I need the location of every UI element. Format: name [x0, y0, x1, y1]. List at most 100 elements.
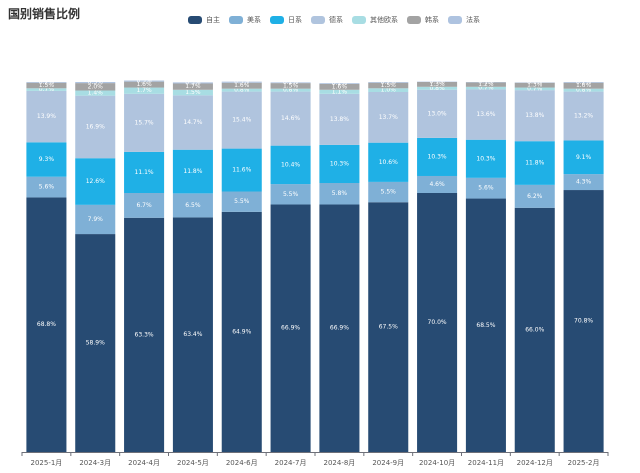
- bar-segment[interactable]: [514, 87, 555, 91]
- bar-segment[interactable]: [270, 82, 311, 84]
- bar-segment[interactable]: [514, 82, 555, 88]
- data-label: 1.5%: [381, 82, 397, 89]
- bar-segment[interactable]: [172, 149, 213, 194]
- bar-segment[interactable]: [75, 95, 116, 159]
- bar-segment[interactable]: [417, 175, 458, 193]
- bar-segment[interactable]: [26, 90, 67, 143]
- bar-segment[interactable]: [514, 184, 555, 208]
- bar-segment[interactable]: [319, 204, 360, 452]
- data-label: 2.0%: [88, 83, 104, 90]
- data-label: 15.7%: [135, 119, 154, 126]
- bar-segment[interactable]: [270, 145, 311, 185]
- bar-segment[interactable]: [465, 86, 506, 90]
- bar-segment[interactable]: [26, 82, 67, 89]
- bar-segment[interactable]: [26, 88, 67, 91]
- data-label: 64.9%: [232, 328, 251, 335]
- bar-segment[interactable]: [319, 83, 360, 84]
- bar-segment[interactable]: [75, 204, 116, 235]
- bar-segment[interactable]: [124, 93, 165, 152]
- bar-segment[interactable]: [270, 88, 311, 92]
- bar-segment[interactable]: [368, 82, 409, 83]
- bar-segment[interactable]: [319, 89, 360, 94]
- bar-segment[interactable]: [172, 89, 213, 96]
- legend-label: 德系: [329, 16, 343, 24]
- bar-segment[interactable]: [563, 82, 604, 89]
- bar-segment[interactable]: [75, 82, 116, 84]
- bar-segment[interactable]: [417, 86, 458, 90]
- bar-segment[interactable]: [26, 82, 67, 83]
- bar-segment[interactable]: [124, 80, 165, 82]
- data-label: 14.6%: [281, 115, 300, 122]
- bar-segment[interactable]: [221, 81, 262, 83]
- bar-segment[interactable]: [368, 88, 409, 92]
- bar-segment[interactable]: [465, 177, 506, 199]
- data-label: 0.2%: [381, 79, 397, 86]
- bar-segment[interactable]: [563, 91, 604, 141]
- bar-segment[interactable]: [563, 190, 604, 453]
- bar-segment[interactable]: [465, 89, 506, 140]
- bar-segment[interactable]: [417, 89, 458, 138]
- bar-segment[interactable]: [417, 137, 458, 176]
- bar-segment[interactable]: [563, 88, 604, 92]
- x-tick-label: 2024-5月: [177, 459, 209, 467]
- bar-segment[interactable]: [124, 193, 165, 218]
- bar-segment[interactable]: [514, 141, 555, 185]
- legend-item[interactable]: 其他欧系: [352, 15, 398, 25]
- bar-segment[interactable]: [319, 93, 360, 145]
- bar-segment[interactable]: [563, 174, 604, 191]
- bar-segment[interactable]: [172, 193, 213, 218]
- bar-segment[interactable]: [75, 234, 116, 452]
- bar-segment[interactable]: [75, 83, 116, 91]
- bar-segment[interactable]: [26, 176, 67, 198]
- bar-segment[interactable]: [514, 90, 555, 142]
- bar-segment[interactable]: [417, 82, 458, 87]
- bar-segment[interactable]: [75, 90, 116, 96]
- bar-segment[interactable]: [368, 91, 409, 143]
- legend-item[interactable]: 法系: [448, 15, 480, 25]
- bar-segment[interactable]: [221, 91, 262, 149]
- bar-segment[interactable]: [465, 139, 506, 178]
- bar-segment[interactable]: [124, 87, 165, 94]
- bar-segment[interactable]: [124, 81, 165, 88]
- bar-segment[interactable]: [270, 204, 311, 452]
- bar-segment[interactable]: [172, 95, 213, 150]
- data-label: 5.5%: [234, 198, 250, 205]
- bar-segment[interactable]: [368, 142, 409, 182]
- bar-segment[interactable]: [368, 181, 409, 203]
- bar-segment[interactable]: [26, 142, 67, 177]
- legend-item[interactable]: 自主: [188, 15, 220, 25]
- bar-segment[interactable]: [270, 184, 311, 205]
- data-label: 1.6%: [136, 81, 152, 88]
- legend-swatch: [229, 16, 243, 24]
- bar-segment[interactable]: [514, 207, 555, 452]
- bar-segment[interactable]: [172, 82, 213, 84]
- legend-item[interactable]: 德系: [311, 15, 343, 25]
- bar-segment[interactable]: [221, 88, 262, 92]
- legend-item[interactable]: 韩系: [407, 15, 439, 25]
- data-label: 13.0%: [428, 110, 447, 117]
- bar-segment[interactable]: [172, 217, 213, 452]
- bar-segment[interactable]: [270, 91, 311, 146]
- bar-segment[interactable]: [319, 144, 360, 184]
- bar-segment[interactable]: [368, 202, 409, 452]
- bar-segment[interactable]: [563, 140, 604, 175]
- legend-item[interactable]: 日系: [270, 15, 302, 25]
- bar-segment[interactable]: [124, 217, 165, 452]
- legend-item[interactable]: 美系: [229, 15, 261, 25]
- bar-segment[interactable]: [26, 197, 67, 452]
- bar-segment[interactable]: [319, 83, 360, 90]
- bar-segment[interactable]: [124, 151, 165, 193]
- bar-segment[interactable]: [368, 82, 409, 89]
- bar-segment[interactable]: [221, 191, 262, 212]
- bar-segment[interactable]: [75, 158, 116, 205]
- bar-segment[interactable]: [172, 83, 213, 90]
- bar-segment[interactable]: [417, 193, 458, 452]
- bar-segment[interactable]: [270, 83, 311, 89]
- bar-segment[interactable]: [221, 82, 262, 89]
- bar-segment[interactable]: [465, 198, 506, 452]
- bar-segment[interactable]: [563, 82, 604, 83]
- bar-segment[interactable]: [319, 183, 360, 205]
- bar-segment[interactable]: [221, 211, 262, 452]
- bar-segment[interactable]: [221, 148, 262, 192]
- bar-segment[interactable]: [465, 82, 506, 87]
